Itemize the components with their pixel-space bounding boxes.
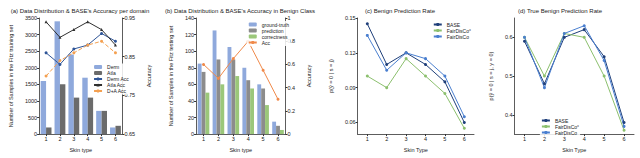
svg-text:2500: 2500 <box>25 48 37 54</box>
svg-text:1000: 1000 <box>25 98 37 104</box>
svg-text:BASE: BASE <box>446 21 461 28</box>
svg-text:4: 4 <box>247 136 250 142</box>
svg-text:0: 0 <box>191 131 194 137</box>
svg-text:6: 6 <box>276 136 279 142</box>
svg-text:0.95: 0.95 <box>124 15 135 21</box>
svg-text:6: 6 <box>463 136 466 142</box>
svg-text:100: 100 <box>185 48 194 54</box>
svg-text:FairDisCo: FairDisCo <box>555 130 577 136</box>
svg-text:0: 0 <box>287 131 290 137</box>
svg-text:20: 20 <box>188 115 194 121</box>
svg-text:0.75: 0.75 <box>124 92 136 99</box>
svg-text:Skin Type: Skin Type <box>562 147 586 153</box>
svg-text:Accuracy: Accuracy <box>306 64 312 87</box>
svg-text:0.4: 0.4 <box>287 85 295 91</box>
svg-text:0.12: 0.12 <box>345 50 356 56</box>
svg-text:Derm: Derm <box>107 64 120 70</box>
svg-text:Atla: Atla <box>107 70 116 76</box>
svg-text:5: 5 <box>603 136 606 142</box>
svg-text:1: 1 <box>366 136 369 142</box>
svg-text:1: 1 <box>45 136 48 142</box>
svg-text:Derm Acc: Derm Acc <box>107 76 129 82</box>
svg-text:Atla Acc: Atla Acc <box>107 82 126 88</box>
svg-text:4: 4 <box>86 136 89 142</box>
svg-text:Number of Samples in the Fitz: Number of Samples in the Fitz training s… <box>8 24 14 127</box>
svg-text:4: 4 <box>583 136 586 142</box>
svg-text:80: 80 <box>188 65 194 71</box>
svg-text:1: 1 <box>523 136 526 142</box>
svg-text:3: 3 <box>405 136 408 142</box>
svg-text:140: 140 <box>185 15 194 21</box>
svg-text:0.6: 0.6 <box>505 34 513 40</box>
svg-text:Skin Type: Skin Type <box>404 147 428 153</box>
svg-text:2: 2 <box>543 136 546 142</box>
svg-text:3000: 3000 <box>25 32 37 38</box>
svg-text:Skin type: Skin type <box>69 147 92 153</box>
svg-text:FairDisCo°: FairDisCo° <box>446 27 471 34</box>
svg-text:0.2: 0.2 <box>287 108 295 114</box>
svg-text:1500: 1500 <box>25 81 37 87</box>
svg-text:2: 2 <box>217 136 220 142</box>
svg-text:FairDisCo: FairDisCo <box>447 34 469 40</box>
svg-text:6: 6 <box>623 136 626 142</box>
svg-text:120: 120 <box>185 32 194 38</box>
svg-text:FairDisCo°: FairDisCo° <box>554 123 580 130</box>
svg-text:0.4: 0.4 <box>505 112 513 118</box>
svg-text:p(ŷ = 0 | s = j): p(ŷ = 0 | s = j) <box>328 59 334 93</box>
svg-text:3: 3 <box>232 136 235 142</box>
svg-text:0.85: 0.85 <box>124 54 135 60</box>
svg-text:ground-truth: ground-truth <box>261 21 289 28</box>
svg-text:40: 40 <box>188 98 194 104</box>
svg-text:Skin type: Skin type <box>229 147 252 153</box>
svg-text:0: 0 <box>34 131 37 137</box>
svg-text:2: 2 <box>385 136 388 142</box>
svg-text:0.06: 0.06 <box>345 119 356 125</box>
svg-text:0.65: 0.65 <box>124 131 135 137</box>
svg-text:0.8: 0.8 <box>287 38 296 45</box>
svg-text:0.09: 0.09 <box>345 85 356 91</box>
svg-text:(d) True Benign Prediction Rat: (d) True Benign Prediction Rate <box>518 8 603 14</box>
svg-text:5: 5 <box>262 136 265 142</box>
svg-text:5: 5 <box>443 136 446 142</box>
svg-text:1: 1 <box>287 15 290 21</box>
svg-text:correctness: correctness <box>261 33 288 40</box>
svg-text:Accuracy: Accuracy <box>146 64 152 87</box>
svg-text:p(ŷ = 0 | s = j, y = 0): p(ŷ = 0 | s = j, y = 0) <box>488 52 494 101</box>
svg-text:6: 6 <box>114 136 117 142</box>
svg-text:5: 5 <box>100 136 103 142</box>
svg-text:4: 4 <box>424 136 427 142</box>
svg-text:0.6: 0.6 <box>287 61 295 67</box>
svg-text:(a) Data Distribution & BASE's: (a) Data Distribution & BASE's Accuracy … <box>11 8 150 14</box>
svg-text:BASE: BASE <box>554 117 569 124</box>
svg-text:Acc: Acc <box>262 40 271 46</box>
svg-text:60: 60 <box>188 81 194 87</box>
svg-text:Number of Samples in the Fitz: Number of Samples in the Fitz testing se… <box>168 25 174 126</box>
svg-text:3: 3 <box>72 136 75 142</box>
svg-text:3: 3 <box>563 136 566 142</box>
svg-text:1: 1 <box>202 136 205 142</box>
svg-text:D+A Acc: D+A Acc <box>107 88 127 94</box>
svg-text:500: 500 <box>28 115 37 121</box>
svg-text:2: 2 <box>58 136 61 142</box>
svg-text:prediction: prediction <box>261 27 284 34</box>
svg-text:0.5: 0.5 <box>505 73 513 79</box>
svg-text:2000: 2000 <box>25 65 37 71</box>
svg-text:(b) Data Distribution & BASE's: (b) Data Distribution & BASE's Accuracy … <box>165 8 315 14</box>
svg-text:3500: 3500 <box>25 15 37 21</box>
svg-text:0.15: 0.15 <box>345 15 356 21</box>
svg-text:(c) Benign Prediction Rate: (c) Benign Prediction Rate <box>365 8 436 14</box>
